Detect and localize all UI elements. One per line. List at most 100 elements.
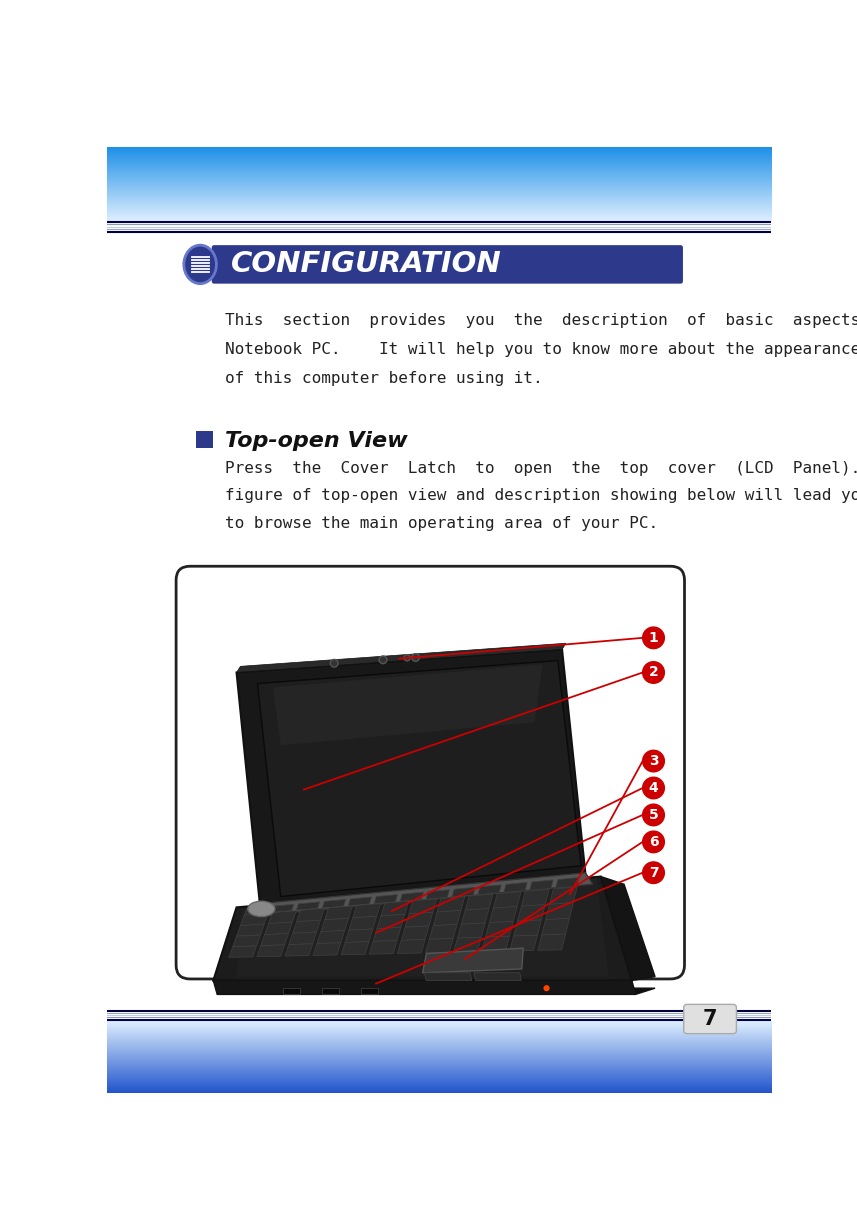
Polygon shape <box>260 873 593 915</box>
Text: This  section  provides  you  the  description  of  basic  aspects  of  your: This section provides you the descriptio… <box>225 313 857 328</box>
Polygon shape <box>542 919 569 935</box>
Bar <box>361 989 378 995</box>
Polygon shape <box>229 946 256 958</box>
Polygon shape <box>349 916 377 930</box>
FancyBboxPatch shape <box>212 246 683 284</box>
Polygon shape <box>348 896 372 906</box>
Text: 5: 5 <box>649 808 658 822</box>
Text: 7: 7 <box>703 1009 717 1029</box>
FancyBboxPatch shape <box>176 566 685 979</box>
Text: 7: 7 <box>649 866 658 879</box>
Circle shape <box>643 804 664 825</box>
Text: 6: 6 <box>649 835 658 849</box>
Polygon shape <box>297 901 320 910</box>
Polygon shape <box>494 892 521 909</box>
Bar <box>321 989 339 995</box>
Polygon shape <box>452 888 476 896</box>
Polygon shape <box>297 909 324 922</box>
Polygon shape <box>465 894 493 910</box>
Polygon shape <box>538 935 566 950</box>
Polygon shape <box>265 922 292 935</box>
FancyBboxPatch shape <box>684 1005 736 1034</box>
Polygon shape <box>461 909 489 925</box>
Polygon shape <box>409 899 437 914</box>
Circle shape <box>379 656 387 663</box>
Polygon shape <box>232 935 261 947</box>
Polygon shape <box>405 912 433 927</box>
Text: CONFIGURATION: CONFIGURATION <box>231 251 502 279</box>
Text: 2: 2 <box>649 666 658 679</box>
Polygon shape <box>244 906 268 915</box>
Polygon shape <box>257 661 581 896</box>
Polygon shape <box>513 920 542 936</box>
Polygon shape <box>217 986 655 995</box>
Polygon shape <box>237 923 264 936</box>
Polygon shape <box>313 943 341 955</box>
Polygon shape <box>429 925 457 939</box>
Polygon shape <box>478 885 501 895</box>
Polygon shape <box>293 920 321 933</box>
Polygon shape <box>213 877 632 980</box>
Text: 4: 4 <box>649 781 658 795</box>
Text: Press  the  Cover  Latch  to  open  the  top  cover  (LCD  Panel).  The: Press the Cover Latch to open the top co… <box>225 460 857 475</box>
Ellipse shape <box>248 901 275 916</box>
Polygon shape <box>322 899 345 907</box>
Polygon shape <box>546 903 573 920</box>
Polygon shape <box>482 936 509 952</box>
Polygon shape <box>317 931 345 943</box>
Circle shape <box>404 655 411 661</box>
Polygon shape <box>373 927 401 942</box>
Polygon shape <box>555 878 579 888</box>
Text: to browse the main operating area of your PC.: to browse the main operating area of you… <box>225 516 658 532</box>
Polygon shape <box>325 906 352 920</box>
Polygon shape <box>453 937 482 952</box>
Polygon shape <box>271 904 294 912</box>
Polygon shape <box>257 944 285 957</box>
Polygon shape <box>237 650 585 904</box>
Polygon shape <box>345 928 373 943</box>
Polygon shape <box>398 939 425 954</box>
Bar <box>283 989 300 995</box>
Polygon shape <box>273 664 542 745</box>
Circle shape <box>643 628 664 648</box>
Polygon shape <box>213 980 636 995</box>
Polygon shape <box>518 905 545 921</box>
Polygon shape <box>530 880 553 890</box>
Ellipse shape <box>184 246 217 284</box>
Polygon shape <box>237 643 566 673</box>
Polygon shape <box>474 973 521 980</box>
Polygon shape <box>241 914 268 926</box>
Circle shape <box>643 777 664 798</box>
Polygon shape <box>433 910 461 926</box>
Text: figure of top-open view and description showing below will lead you: figure of top-open view and description … <box>225 489 857 503</box>
Text: of this computer before using it.: of this computer before using it. <box>225 371 542 387</box>
Circle shape <box>330 659 338 667</box>
Polygon shape <box>504 883 527 893</box>
Polygon shape <box>237 878 608 976</box>
Polygon shape <box>458 923 485 938</box>
Polygon shape <box>400 892 423 901</box>
Polygon shape <box>425 938 453 953</box>
Polygon shape <box>426 889 449 899</box>
Text: Notebook PC.    It will help you to know more about the appearance: Notebook PC. It will help you to know mo… <box>225 343 857 357</box>
Polygon shape <box>375 894 398 904</box>
Circle shape <box>411 653 419 662</box>
Polygon shape <box>341 942 369 955</box>
Polygon shape <box>549 887 578 904</box>
Polygon shape <box>423 948 524 973</box>
Text: 1: 1 <box>649 631 658 645</box>
Text: Top-open View: Top-open View <box>225 431 408 451</box>
Polygon shape <box>353 904 381 917</box>
Polygon shape <box>261 933 289 946</box>
Polygon shape <box>601 877 655 980</box>
Polygon shape <box>489 906 517 922</box>
Polygon shape <box>510 936 537 950</box>
Polygon shape <box>321 919 349 932</box>
Polygon shape <box>401 926 429 941</box>
Polygon shape <box>424 973 471 980</box>
Polygon shape <box>369 941 397 954</box>
Circle shape <box>643 862 664 883</box>
Circle shape <box>643 831 664 852</box>
Circle shape <box>543 985 549 991</box>
Polygon shape <box>521 889 549 906</box>
